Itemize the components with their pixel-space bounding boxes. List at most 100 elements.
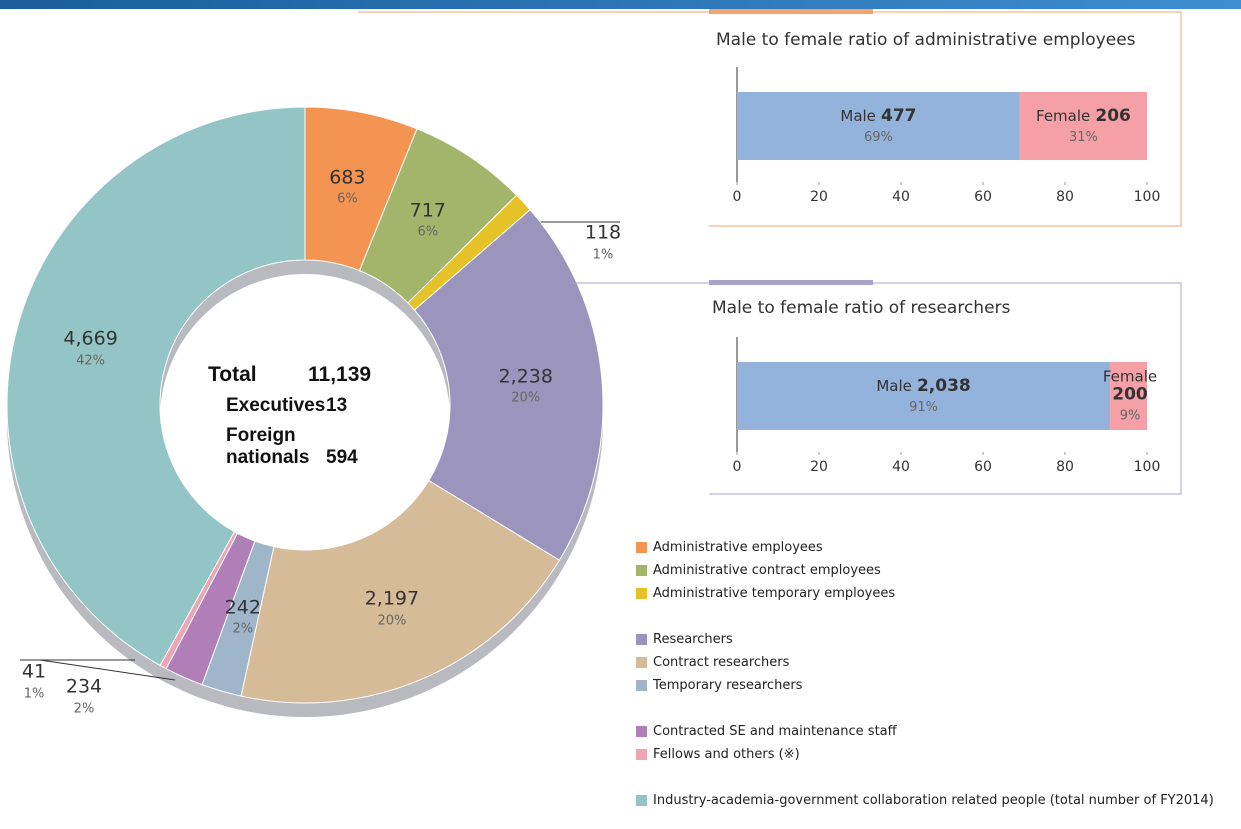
legend-item: Temporary researchers: [636, 678, 802, 693]
slice-value: 2,238: [498, 365, 553, 388]
legend-item: Researchers: [636, 632, 733, 647]
segment-label: Female 200 9%: [1103, 368, 1157, 425]
series-name: Male: [876, 376, 912, 395]
slice-percent: 1%: [23, 686, 45, 702]
slice-label: 242 2%: [224, 596, 261, 638]
slice-value: 4,669: [63, 327, 118, 350]
segment-label: Male 2,038 91%: [876, 376, 970, 415]
header-bar: [0, 0, 1241, 9]
slice-value: 41: [21, 660, 47, 683]
percent-label: 31%: [1068, 129, 1098, 145]
center-label: Total: [208, 363, 257, 386]
x-tick-label: 80: [1056, 189, 1074, 205]
slice-percent: 42%: [76, 353, 106, 369]
legend-swatch: [636, 657, 647, 668]
legend-label: Administrative temporary employees: [653, 586, 896, 601]
count-label: 477: [881, 105, 917, 126]
legend-swatch: [636, 795, 647, 806]
legend-item: Contract researchers: [636, 655, 789, 670]
legend-swatch: [636, 680, 647, 691]
center-row: Foreign nationals 594: [226, 425, 398, 469]
leader-line: [39, 659, 176, 681]
slice-label: 4,669 42%: [63, 327, 118, 370]
x-tick-label: 80: [1056, 459, 1074, 475]
panel-accent: [709, 9, 873, 14]
slice-label: 2,197 20%: [364, 587, 420, 629]
count-label: 200: [1112, 384, 1148, 405]
slice-percent: 20%: [377, 613, 407, 629]
legend-label: Industry-academia-government collaborati…: [653, 793, 1214, 808]
legend-swatch: [636, 726, 647, 737]
slice-label: 683 6%: [329, 166, 366, 208]
slice-percent: 2%: [232, 622, 254, 638]
panel-accent: [709, 280, 873, 285]
series-name: Female: [1036, 106, 1091, 125]
legend-label: Contracted SE and maintenance staff: [653, 724, 897, 739]
center-row: Executives 13: [226, 395, 398, 417]
legend-item: Administrative temporary employees: [636, 586, 895, 601]
x-tick-label: 100: [1134, 459, 1161, 475]
legend-label: Contract researchers: [653, 655, 790, 670]
series-name: Female: [1102, 367, 1158, 386]
center-summary: Total 11,139 Executives 13 Foreign nationals…: [208, 363, 398, 477]
center-label: Foreign nationals: [226, 425, 310, 468]
series-name: Male: [840, 106, 876, 125]
slice-label: 2,238 20%: [498, 365, 553, 407]
donut-slice: [6, 106, 306, 667]
legend-label: Temporary researchers: [653, 678, 803, 693]
x-tick-label: 20: [810, 459, 828, 475]
slice-percent: 1%: [592, 247, 614, 263]
count-label: 206: [1095, 105, 1131, 126]
x-tick-label: 60: [974, 189, 992, 205]
bar-segment: [1110, 362, 1147, 430]
center-value: 594: [326, 447, 358, 468]
legend-label: Fellows and others (※): [653, 747, 800, 762]
center-row: Total 11,139: [208, 363, 398, 387]
center-label: Executives: [226, 395, 326, 416]
x-tick-label: 40: [892, 459, 910, 475]
slice-percent: 2%: [73, 701, 95, 717]
bar-segment: [737, 92, 1020, 160]
bar-segment: [1019, 92, 1147, 160]
legend-swatch: [636, 542, 647, 553]
percent-label: 69%: [863, 129, 893, 145]
donut-slice: [240, 479, 561, 704]
percent-label: 9%: [1119, 408, 1141, 424]
legend-item: Fellows and others (※): [636, 747, 800, 762]
slice-value: 234: [65, 675, 103, 698]
legend-item: Administrative employees: [636, 540, 823, 555]
segment-label: Male 477 69%: [840, 105, 917, 145]
slice-label: 118 1%: [584, 221, 622, 264]
legend-swatch: [636, 565, 647, 576]
slice-value: 118: [584, 221, 622, 244]
slice-percent: 6%: [417, 225, 439, 241]
legend-swatch: [636, 634, 647, 645]
slice-value: 2,197: [364, 587, 420, 610]
legend-label: Administrative contract employees: [653, 563, 881, 578]
legend-swatch: [636, 749, 647, 760]
percent-label: 91%: [909, 399, 938, 415]
slice-value: 717: [409, 199, 446, 222]
slice-value: 683: [329, 166, 366, 189]
legend-item: Administrative contract employees: [636, 563, 881, 578]
bar-segment: [737, 362, 1111, 430]
chart-title: Male to female ratio of researchers: [712, 298, 1011, 318]
slice-percent: 20%: [511, 391, 541, 406]
slice-percent: 6%: [337, 192, 358, 208]
legend-swatch: [636, 588, 647, 599]
slice-value: 242: [224, 596, 261, 619]
x-tick-label: 0: [733, 189, 742, 205]
panel-border: [570, 282, 1182, 495]
segment-label: Female 206 31%: [1036, 105, 1131, 145]
slice-label: 717 6%: [409, 199, 446, 241]
center-value: 11,139: [308, 363, 372, 386]
x-tick-label: 60: [974, 459, 992, 475]
legend-label: Administrative employees: [653, 540, 823, 555]
slice-label: 234 2%: [65, 675, 103, 718]
donut-slice: [413, 209, 604, 561]
chart-title: Male to female ratio of administrative e…: [716, 30, 1136, 50]
x-tick-label: 0: [733, 459, 742, 475]
x-tick-label: 20: [810, 189, 828, 205]
